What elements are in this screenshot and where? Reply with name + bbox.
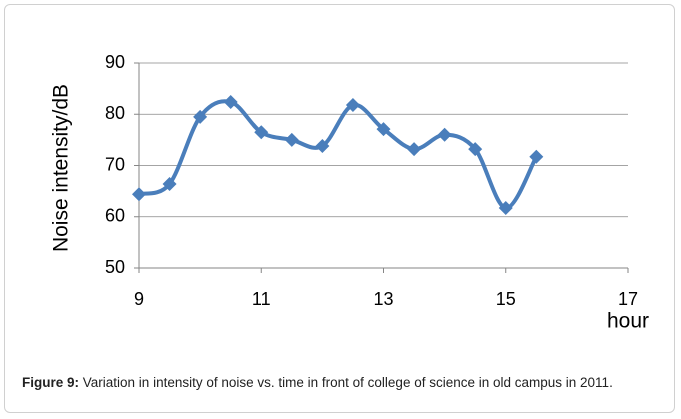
chart: Noise intensity/dB hour 50 60 70 80 90 9 11 13 1… (50, 52, 649, 333)
caption-text: Variation in intensity of noise vs. time… (82, 375, 613, 390)
marker (193, 109, 208, 124)
y-tick-label: 80 (105, 103, 125, 123)
y-tick-label: 60 (105, 206, 125, 226)
marker (345, 98, 360, 113)
marker (529, 149, 544, 164)
marker (468, 142, 483, 157)
x-tick-label: 11 (252, 289, 271, 309)
marker (437, 127, 452, 142)
y-axis-label: Noise intensity/dB (50, 84, 73, 252)
x-tick-label: 17 (618, 289, 638, 309)
x-tick-label: 9 (134, 289, 144, 309)
x-tick-label: 13 (373, 289, 393, 309)
y-tick-label: 90 (105, 52, 125, 72)
y-tick-label: 70 (105, 154, 125, 174)
marker (223, 94, 238, 109)
marker (254, 125, 269, 140)
caption: Figure 9: Variation in intensity of nois… (22, 372, 672, 393)
marker (407, 142, 422, 157)
figure-frame (4, 4, 675, 413)
caption-label: Figure 9: (22, 375, 80, 390)
marker (376, 122, 391, 137)
marker (498, 201, 513, 216)
y-tick-label: 50 (105, 257, 125, 277)
marker (315, 139, 330, 154)
x-axis-label: hour (607, 310, 649, 333)
marker (284, 132, 299, 147)
marker (132, 187, 146, 202)
x-tick-label: 15 (496, 289, 516, 309)
marker (162, 176, 177, 191)
